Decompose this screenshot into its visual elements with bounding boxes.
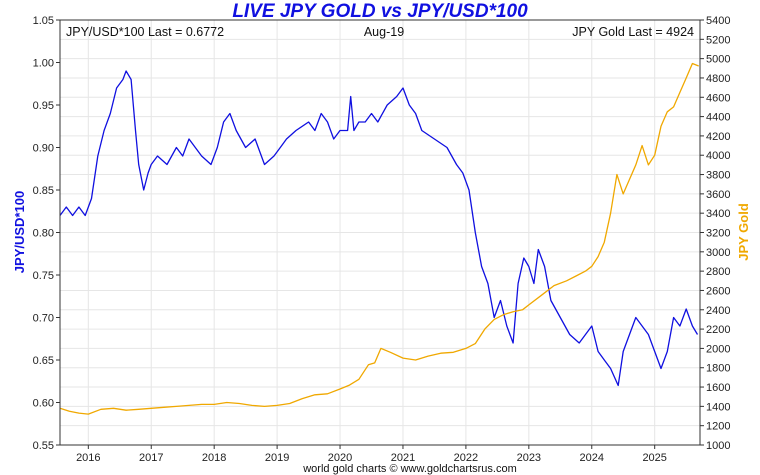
y-right-tick-label-8: 2600 — [706, 285, 730, 297]
y-left-tick-label-5: 0.80 — [33, 228, 54, 240]
y-right-tick-label-14: 3800 — [706, 170, 730, 182]
x-tick-label-5: 2021 — [391, 452, 415, 464]
date-annotation: Aug-19 — [364, 25, 404, 39]
x-tick-label-4: 2020 — [328, 452, 352, 464]
y-left-tick-label-7: 0.90 — [33, 143, 54, 155]
y-right-tick-label-22: 5400 — [706, 15, 730, 27]
y-left-tick-label-1: 0.60 — [33, 398, 54, 410]
y-right-tick-label-13: 3600 — [706, 189, 730, 201]
y-right-tick-label-5: 2000 — [706, 343, 730, 355]
y-right-tick-label-10: 3000 — [706, 247, 730, 259]
footer-credit: world gold charts © www.goldchartsrus.co… — [302, 463, 517, 475]
grid — [60, 19, 700, 446]
y-left-tick-label-8: 0.95 — [33, 100, 54, 112]
y-left-tick-label-9: 1.00 — [33, 58, 54, 70]
y-right-tick-label-1: 1200 — [706, 421, 730, 433]
y-right-tick-label-7: 2400 — [706, 305, 730, 317]
x-tick-label-7: 2023 — [517, 452, 541, 464]
series-line-jpy-gold — [59, 62, 699, 415]
x-tick-label-8: 2024 — [580, 452, 604, 464]
y-right-tick-label-4: 1800 — [706, 363, 730, 375]
y-right-tick-label-16: 4200 — [706, 131, 730, 143]
series-line-jpy-usd — [59, 70, 699, 387]
y-right-tick-label-9: 2800 — [706, 266, 730, 278]
y-axis-right-label: JPY Gold — [736, 203, 751, 261]
y-left-tick-label-0: 0.55 — [33, 440, 54, 452]
y-right-tick-label-0: 1000 — [706, 440, 730, 452]
y-right-tick-label-19: 4800 — [706, 73, 730, 85]
y-left-tick-label-10: 1.05 — [33, 15, 54, 27]
y-right-tick-label-6: 2200 — [706, 324, 730, 336]
chart-title: LIVE JPY GOLD vs JPY/USD*100 — [232, 1, 528, 22]
y-left-tick-label-3: 0.70 — [33, 313, 54, 325]
last-value-jpy-gold: JPY Gold Last = 4924 — [572, 25, 694, 39]
x-tick-label-6: 2022 — [454, 452, 478, 464]
x-tick-label-9: 2025 — [642, 452, 666, 464]
y-left-tick-label-2: 0.65 — [33, 355, 54, 367]
y-right-tick-label-21: 5200 — [706, 34, 730, 46]
y-right-tick-label-12: 3400 — [706, 208, 730, 220]
series-layer — [59, 62, 699, 415]
y-right-tick-label-2: 1400 — [706, 401, 730, 413]
ticks: 2016 2017 2018 2019 2020 2021 2022 2023 2024 2025… — [33, 15, 731, 464]
x-tick-label-0: 2016 — [76, 452, 100, 464]
y-right-tick-label-11: 3200 — [706, 228, 730, 240]
x-tick-label-1: 2017 — [139, 452, 163, 464]
y-right-tick-label-3: 1600 — [706, 382, 730, 394]
y-right-tick-label-18: 4600 — [706, 92, 730, 104]
y-right-tick-label-15: 4000 — [706, 150, 730, 162]
y-right-tick-label-17: 4400 — [706, 112, 730, 124]
y-right-tick-label-20: 5000 — [706, 54, 730, 66]
x-tick-label-3: 2019 — [265, 452, 289, 464]
last-value-jpy-usd: JPY/USD*100 Last = 0.6772 — [66, 25, 224, 39]
x-tick-label-2: 2018 — [202, 452, 226, 464]
y-axis-left-label: JPY/USD*100 — [12, 191, 27, 273]
y-left-tick-label-6: 0.85 — [33, 185, 54, 197]
y-left-tick-label-4: 0.75 — [33, 270, 54, 282]
